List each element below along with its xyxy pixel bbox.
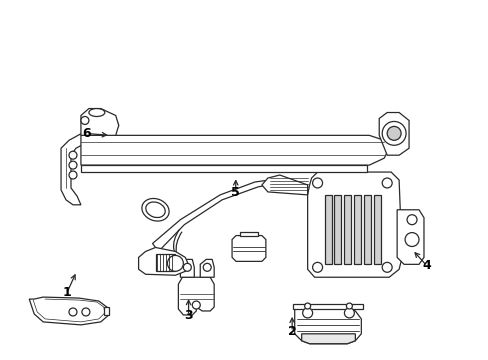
Ellipse shape	[142, 198, 169, 221]
Polygon shape	[81, 165, 366, 172]
Polygon shape	[81, 135, 388, 165]
Polygon shape	[344, 195, 351, 264]
Circle shape	[302, 308, 312, 318]
Polygon shape	[152, 180, 271, 251]
Polygon shape	[334, 195, 341, 264]
Circle shape	[304, 303, 310, 309]
Circle shape	[192, 301, 200, 309]
Polygon shape	[292, 304, 363, 309]
Polygon shape	[138, 247, 188, 275]
Text: 1: 1	[62, 286, 71, 299]
Circle shape	[406, 215, 416, 225]
Polygon shape	[324, 195, 331, 264]
Circle shape	[344, 308, 354, 318]
Polygon shape	[61, 118, 119, 205]
Circle shape	[82, 308, 90, 316]
Text: 5: 5	[231, 186, 240, 199]
Polygon shape	[29, 297, 108, 325]
Circle shape	[69, 308, 77, 316]
Polygon shape	[81, 109, 119, 135]
Text: 4: 4	[422, 259, 430, 272]
Polygon shape	[379, 113, 408, 155]
Circle shape	[386, 126, 400, 140]
Polygon shape	[396, 210, 423, 264]
Circle shape	[183, 264, 191, 271]
Circle shape	[167, 255, 183, 271]
Text: 2: 2	[287, 325, 296, 338]
Text: 3: 3	[184, 309, 192, 322]
Circle shape	[404, 233, 418, 247]
Circle shape	[69, 161, 77, 169]
Circle shape	[69, 171, 77, 179]
Circle shape	[382, 178, 391, 188]
Text: 6: 6	[82, 127, 91, 140]
Circle shape	[346, 303, 352, 309]
Polygon shape	[294, 307, 361, 344]
Polygon shape	[262, 175, 307, 195]
Polygon shape	[155, 255, 175, 271]
Polygon shape	[178, 277, 214, 315]
Ellipse shape	[145, 202, 165, 217]
Circle shape	[312, 178, 322, 188]
Circle shape	[69, 151, 77, 159]
Circle shape	[382, 121, 405, 145]
Polygon shape	[232, 235, 265, 261]
Circle shape	[312, 262, 322, 272]
Polygon shape	[200, 260, 214, 277]
Polygon shape	[240, 231, 257, 235]
Polygon shape	[354, 195, 361, 264]
Polygon shape	[373, 195, 381, 264]
Circle shape	[382, 262, 391, 272]
Polygon shape	[301, 334, 355, 344]
Polygon shape	[180, 260, 194, 277]
Polygon shape	[103, 307, 108, 315]
Polygon shape	[307, 172, 401, 277]
Ellipse shape	[89, 109, 104, 117]
Circle shape	[203, 264, 211, 271]
Polygon shape	[364, 195, 370, 264]
Circle shape	[81, 117, 89, 125]
